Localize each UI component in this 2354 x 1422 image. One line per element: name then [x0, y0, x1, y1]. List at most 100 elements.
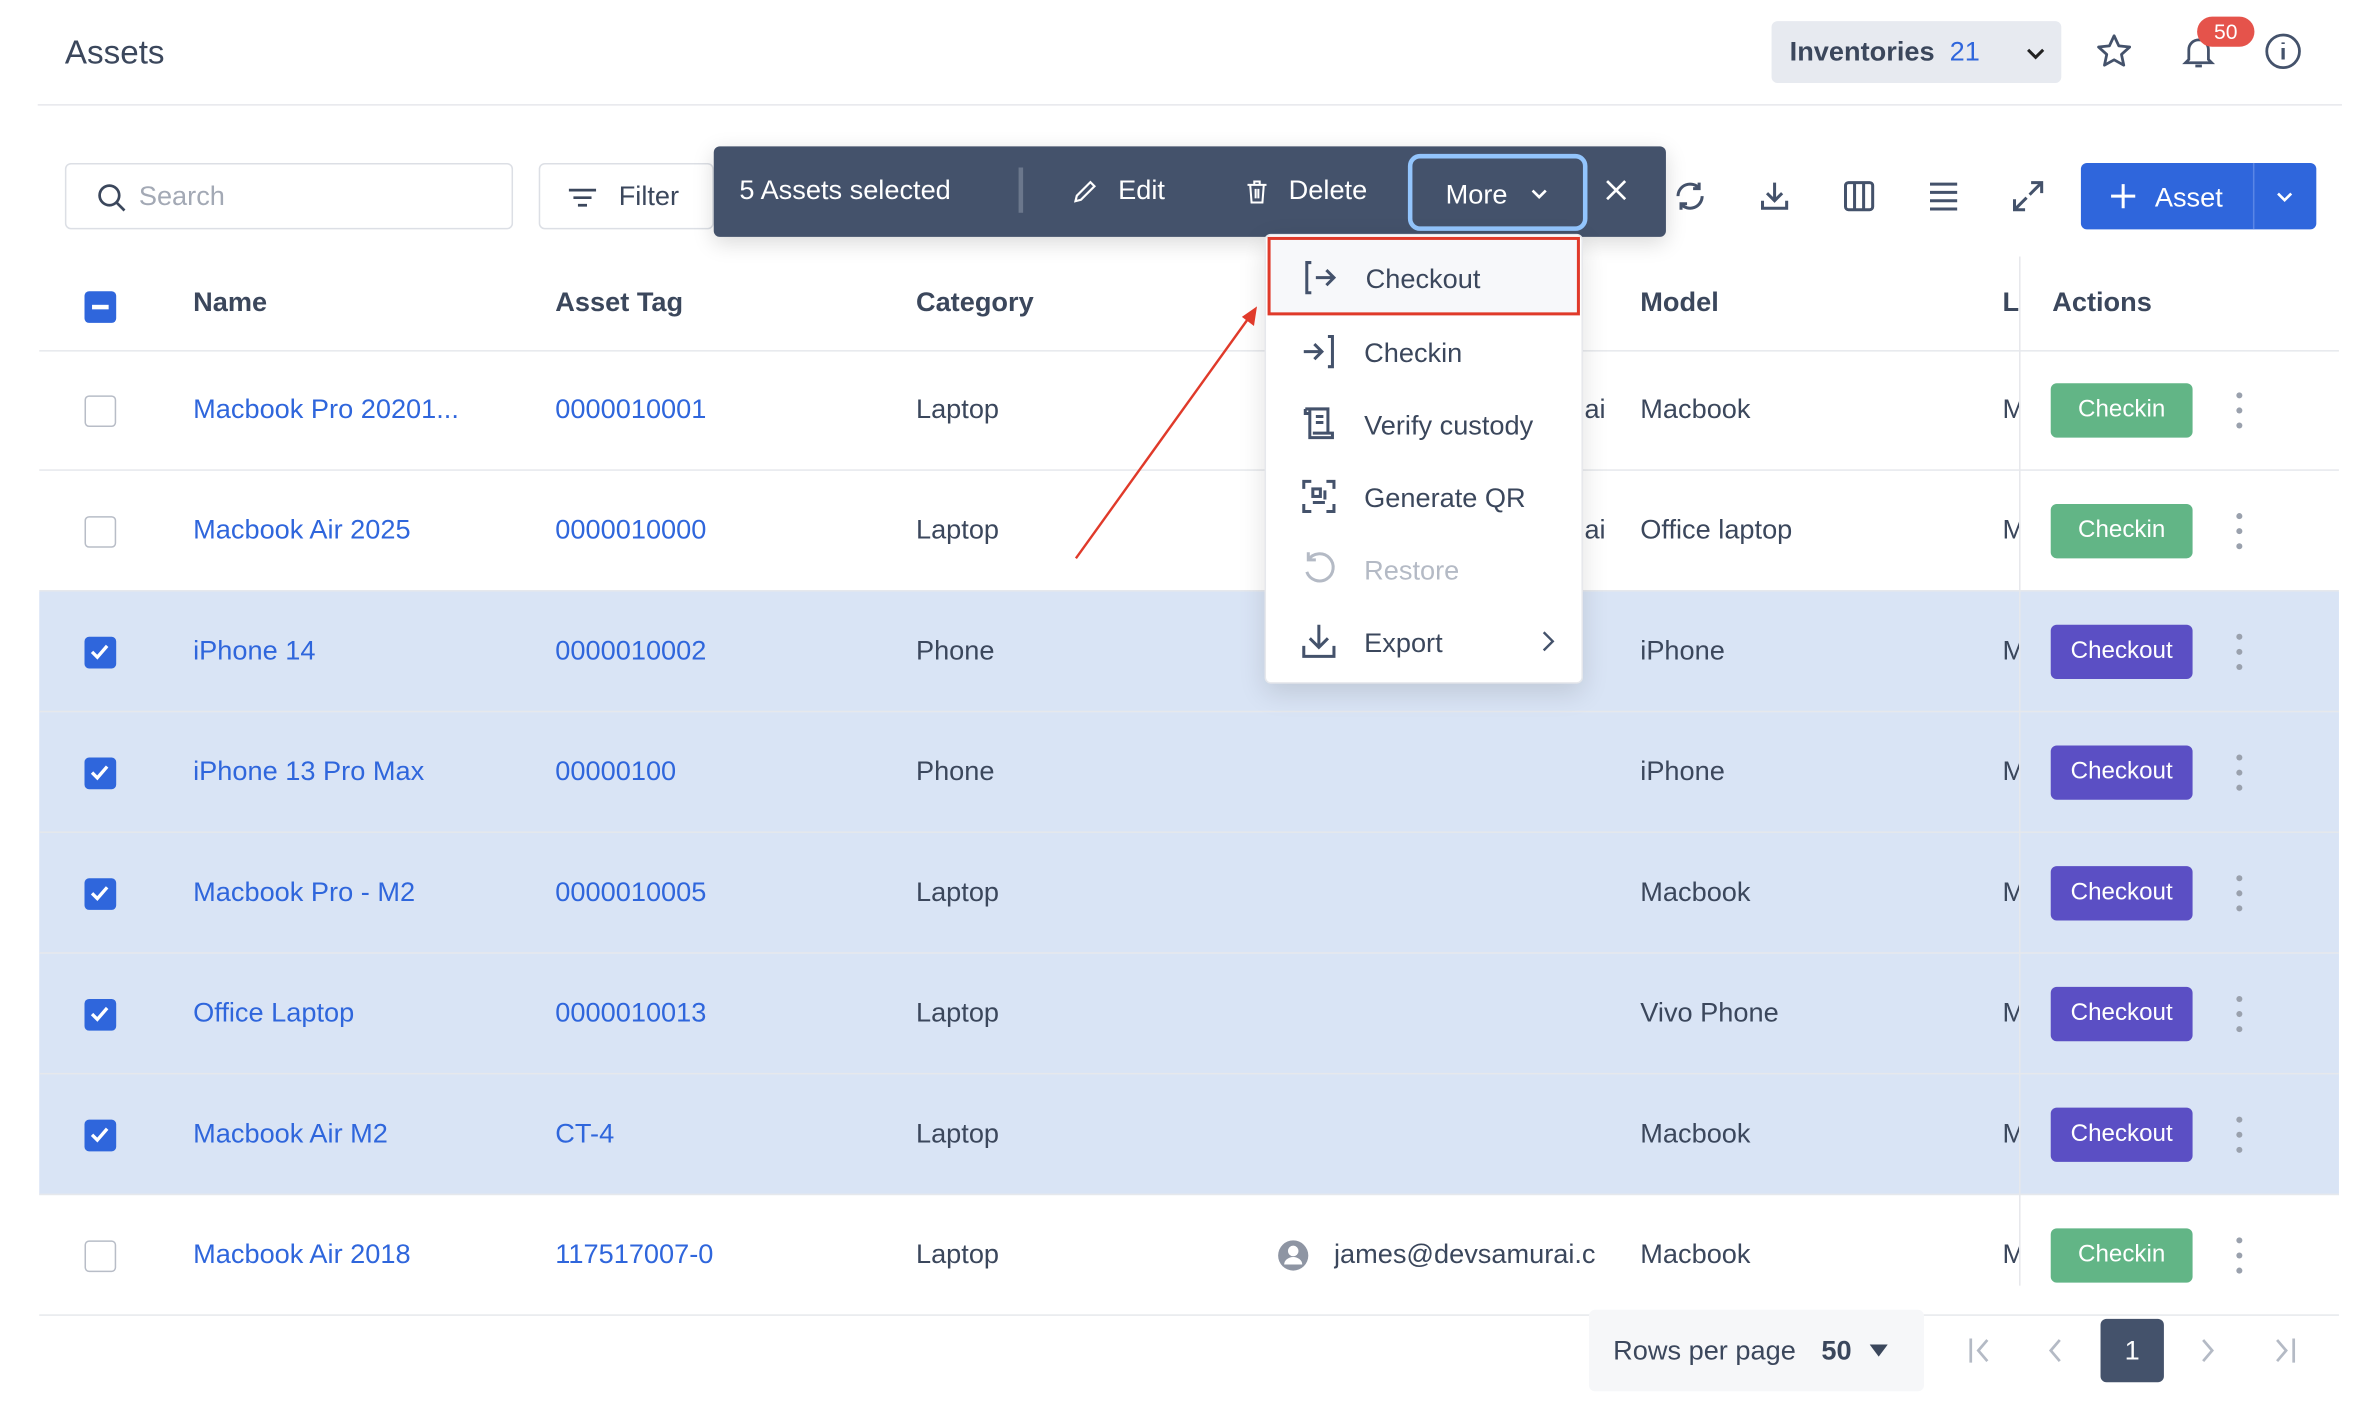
chevron-down-icon	[1527, 181, 1551, 205]
columns-icon[interactable]	[1838, 175, 1880, 217]
row-checkbox[interactable]	[84, 516, 117, 548]
table-row[interactable]: Macbook Air 2025 0000010000 Laptop ai Of…	[39, 471, 2339, 592]
menu-item-generate-qr[interactable]: Generate QR	[1266, 460, 1581, 532]
checkin-button[interactable]: Checkin	[2050, 504, 2193, 559]
filter-icon	[567, 183, 597, 213]
asset-tag-link[interactable]: 117517007-0	[555, 1238, 714, 1270]
category-cell: Laptop	[915, 876, 1000, 907]
asset-name-link[interactable]: Macbook Air 2018	[193, 1238, 411, 1270]
rows-per-page-value: 50	[1821, 1335, 1852, 1366]
fullscreen-icon[interactable]	[2007, 175, 2049, 217]
assignee-cell: ai	[1584, 393, 1606, 425]
row-menu-icon[interactable]	[2233, 1114, 2245, 1156]
checkout-icon	[1301, 258, 1340, 297]
asset-tag-link[interactable]: 0000010001	[555, 393, 707, 425]
table-row[interactable]: iPhone 14 0000010002 Phone iPhone M Chec…	[39, 591, 2339, 713]
row-checkbox[interactable]	[84, 1240, 117, 1273]
column-header-category[interactable]: Category	[915, 286, 1034, 317]
previous-page-icon[interactable]	[2037, 1331, 2073, 1370]
checkin-button[interactable]: Checkin	[2050, 1228, 2193, 1283]
menu-item-export[interactable]: Export	[1266, 605, 1581, 677]
row-checkbox[interactable]	[84, 636, 117, 669]
asset-name-link[interactable]: Macbook Pro 20201...	[193, 393, 459, 425]
more-button[interactable]: More	[1407, 153, 1588, 231]
check-icon	[90, 644, 109, 660]
category-cell: Phone	[915, 756, 995, 787]
inventories-dropdown[interactable]: Inventories 21	[1771, 21, 2062, 83]
asset-tag-link[interactable]: CT-4	[555, 1118, 615, 1149]
download-icon[interactable]	[1753, 175, 1795, 217]
asset-name-link[interactable]: iPhone 13 Pro Max	[193, 756, 425, 787]
page-1-button[interactable]: 1	[2100, 1318, 2164, 1383]
menu-item-verify-custody[interactable]: Verify custody	[1266, 388, 1581, 460]
row-menu-icon[interactable]	[2233, 751, 2245, 793]
category-cell: Laptop	[915, 1238, 1000, 1270]
table-row[interactable]: Office Laptop 0000010013 Laptop Vivo Pho…	[39, 953, 2339, 1075]
row-checkbox[interactable]	[84, 757, 117, 790]
asset-name-link[interactable]: iPhone 14	[193, 635, 316, 666]
row-menu-icon[interactable]	[2233, 631, 2245, 673]
table-row[interactable]: iPhone 13 Pro Max 00000100 Phone iPhone …	[39, 712, 2339, 833]
table-row[interactable]: Macbook Air M2 CT-4 Laptop Macbook M Che…	[39, 1074, 2339, 1196]
menu-item-checkin[interactable]: Checkin	[1266, 315, 1581, 387]
search-input[interactable]: Search	[64, 162, 514, 230]
add-asset-dropdown[interactable]	[2254, 163, 2316, 229]
refresh-icon[interactable]	[1669, 175, 1711, 217]
menu-item-label: Verify custody	[1364, 410, 1534, 441]
checkout-button[interactable]: Checkout	[2050, 986, 2193, 1042]
row-menu-icon[interactable]	[2233, 872, 2245, 914]
checkout-button[interactable]: Checkout	[2050, 1107, 2193, 1162]
row-checkbox[interactable]	[84, 395, 117, 428]
more-menu: Checkout Checkin Verify custody Generate…	[1264, 233, 1583, 684]
table-row[interactable]: Macbook Pro - M2 0000010005 Laptop Macbo…	[39, 832, 2339, 954]
menu-item-checkout[interactable]: Checkout	[1267, 236, 1580, 316]
asset-tag-link[interactable]: 0000010000	[555, 514, 707, 545]
asset-tag-link[interactable]: 0000010002	[555, 635, 707, 666]
last-checkout-cell: M	[2002, 756, 2019, 788]
row-checkbox[interactable]	[84, 998, 117, 1031]
rows-per-page-select[interactable]: Rows per page 50	[1588, 1309, 1924, 1392]
select-all-checkbox[interactable]	[84, 291, 117, 323]
first-page-icon[interactable]	[1962, 1331, 1998, 1370]
asset-tag-link[interactable]: 00000100	[555, 756, 677, 787]
asset-tag-link[interactable]: 0000010005	[555, 876, 707, 907]
checkin-button[interactable]: Checkin	[2050, 383, 2193, 438]
row-menu-icon[interactable]	[2233, 389, 2245, 431]
checkout-button[interactable]: Checkout	[2050, 745, 2193, 800]
delete-button[interactable]: Delete	[1239, 161, 1390, 221]
asset-name-link[interactable]: Macbook Air 2025	[193, 514, 411, 545]
table-row[interactable]: Macbook Air 2018 117517007-0 Laptop jame…	[39, 1195, 2339, 1316]
check-icon	[90, 886, 109, 902]
column-header-asset-tag[interactable]: Asset Tag	[555, 286, 684, 317]
info-icon[interactable]	[2262, 30, 2304, 72]
checkin-icon	[1299, 332, 1338, 371]
filter-button[interactable]: Filter	[538, 162, 714, 230]
asset-name-link[interactable]: Macbook Air M2	[193, 1118, 388, 1149]
density-icon[interactable]	[1922, 175, 1964, 217]
row-checkbox[interactable]	[84, 1119, 117, 1152]
asset-name-link[interactable]: Macbook Pro - M2	[193, 876, 416, 907]
restore-icon	[1299, 549, 1338, 588]
asset-tag-link[interactable]: 0000010013	[555, 997, 707, 1028]
star-icon[interactable]	[2093, 30, 2135, 72]
assignee-cell: james@devsamurai.c	[1333, 1238, 1596, 1270]
edit-button[interactable]: Edit	[1064, 161, 1185, 221]
column-header-model[interactable]: Model	[1640, 286, 1719, 317]
checkout-button[interactable]: Checkout	[2050, 624, 2193, 680]
column-header-last-checkout[interactable]: L	[2002, 286, 2020, 317]
selected-count: 5 Assets selected	[739, 175, 951, 206]
table-row[interactable]: Macbook Pro 20201... 0000010001 Laptop a…	[39, 350, 2339, 471]
check-icon	[90, 1006, 109, 1022]
row-menu-icon[interactable]	[2233, 993, 2245, 1035]
menu-item-label: Restore	[1364, 555, 1460, 586]
next-page-icon[interactable]	[2190, 1331, 2226, 1370]
last-page-icon[interactable]	[2267, 1331, 2303, 1370]
asset-name-link[interactable]: Office Laptop	[193, 997, 355, 1028]
row-menu-icon[interactable]	[2233, 1234, 2245, 1276]
close-selection-button[interactable]	[1601, 172, 1634, 208]
row-checkbox[interactable]	[84, 878, 117, 910]
checkout-button[interactable]: Checkout	[2050, 866, 2193, 921]
add-asset-button[interactable]: Asset	[2080, 162, 2317, 230]
column-header-name[interactable]: Name	[193, 286, 268, 317]
row-menu-icon[interactable]	[2233, 510, 2245, 552]
